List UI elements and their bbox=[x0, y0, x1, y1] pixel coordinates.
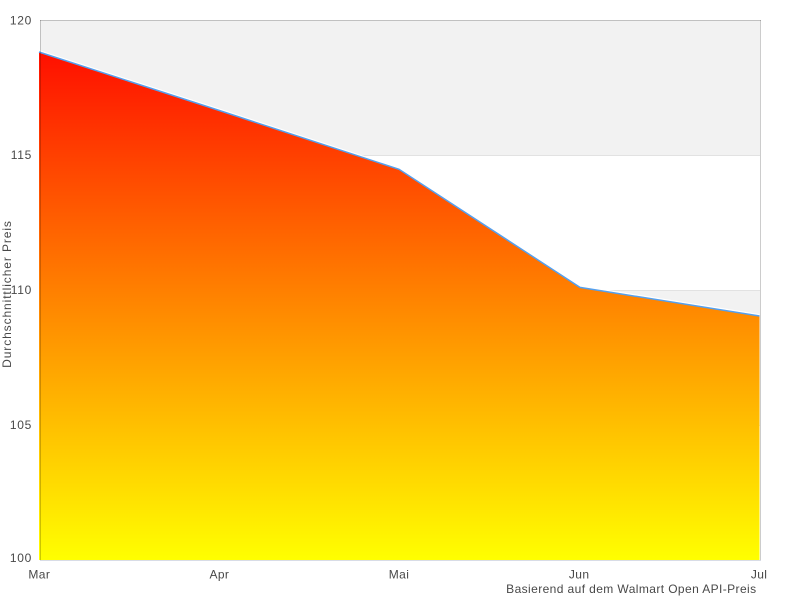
svg-text:Jun: Jun bbox=[569, 568, 590, 582]
svg-text:Basierend auf dem Walmart Open: Basierend auf dem Walmart Open API-Preis bbox=[506, 582, 756, 596]
svg-text:Apr: Apr bbox=[209, 568, 229, 582]
svg-text:Mar: Mar bbox=[28, 568, 50, 582]
svg-text:100: 100 bbox=[10, 551, 32, 565]
svg-text:Mai: Mai bbox=[389, 568, 410, 582]
svg-text:120: 120 bbox=[10, 14, 32, 28]
svg-text:110: 110 bbox=[11, 283, 32, 297]
svg-text:115: 115 bbox=[11, 148, 32, 162]
svg-text:Jul: Jul bbox=[751, 568, 768, 582]
svg-text:Durchschnittlicher Preis: Durchschnittlicher Preis bbox=[0, 220, 14, 368]
svg-text:105: 105 bbox=[10, 418, 32, 432]
